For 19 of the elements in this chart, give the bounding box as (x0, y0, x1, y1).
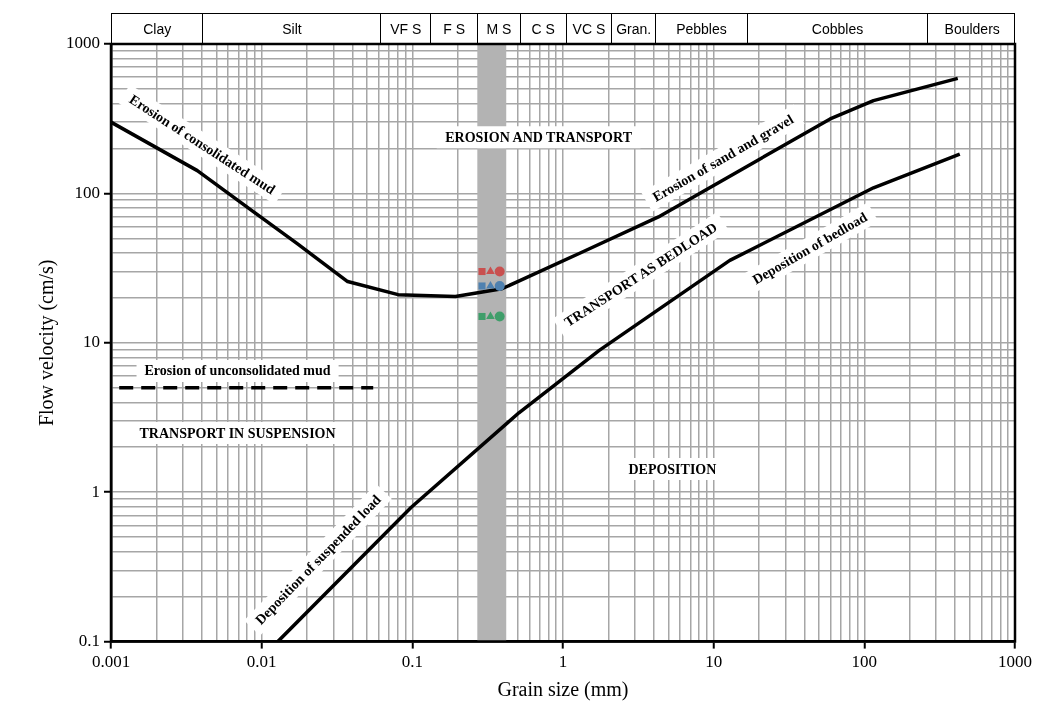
header-frame: Clay Silt VF S F S M S C S VC S Gran. Pebbles Cobbles Boulders (111, 13, 1015, 44)
y-tick-label: 100 (74, 182, 100, 202)
y-tick-label: 1 (91, 481, 100, 501)
y-axis-title: Flow velocity (cm/s) (35, 259, 59, 427)
x-tick-label: 0.1 (401, 652, 423, 672)
y-tick-label: 0.1 (78, 631, 100, 651)
y-tick-label: 1000 (66, 33, 100, 53)
annotation: EROSION AND TRANSPORT (445, 129, 633, 145)
annotation: DEPOSITION (628, 461, 717, 477)
y-tick-label: 10 (83, 332, 100, 352)
x-axis-title: Grain size (mm) (497, 678, 629, 702)
x-tick-label: 10 (705, 652, 723, 672)
annotation: Erosion of unconsolidated mud (144, 363, 331, 379)
x-tick-label: 0.01 (246, 652, 277, 672)
x-tick-label: 0.001 (91, 652, 131, 672)
x-tick-label: 1 (558, 652, 568, 672)
x-tick-label: 1000 (998, 652, 1032, 672)
annotation: TRANSPORT IN SUSPENSION (139, 425, 336, 441)
x-tick-label: 100 (851, 652, 878, 672)
